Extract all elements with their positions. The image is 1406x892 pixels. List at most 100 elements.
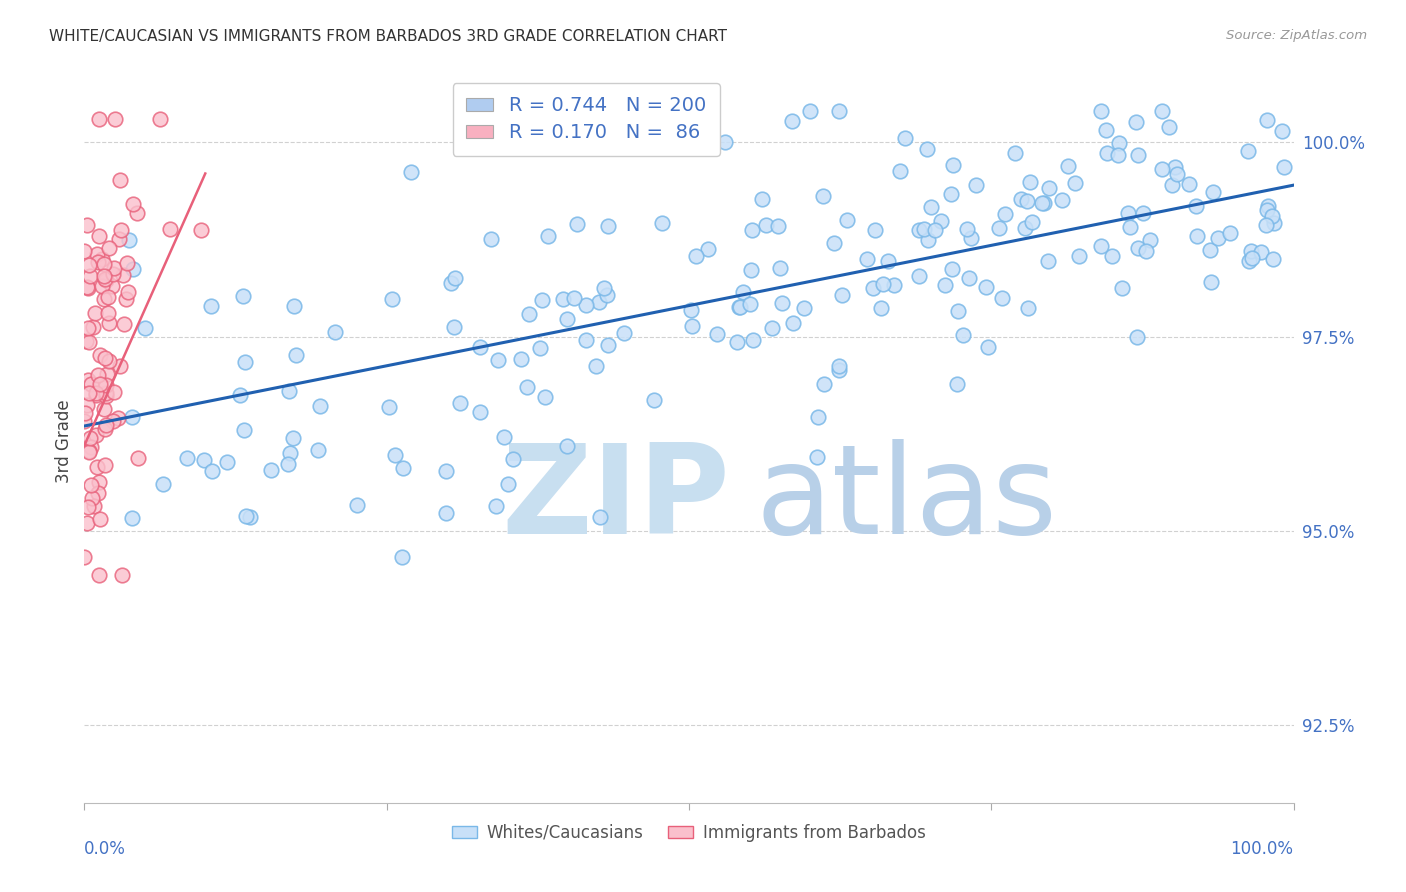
Point bbox=[87, 254, 110, 268]
Point bbox=[994, 207, 1017, 221]
Point bbox=[232, 423, 254, 437]
Point bbox=[80, 478, 103, 492]
Point bbox=[1057, 159, 1080, 173]
Point bbox=[725, 334, 748, 349]
Point bbox=[502, 451, 524, 466]
Point bbox=[533, 104, 555, 119]
Point bbox=[1031, 195, 1053, 210]
Point bbox=[1017, 301, 1039, 315]
Point bbox=[77, 444, 100, 458]
Point bbox=[575, 333, 598, 347]
Point bbox=[679, 303, 702, 318]
Point bbox=[96, 367, 118, 381]
Point bbox=[751, 192, 773, 206]
Point bbox=[381, 292, 404, 306]
Point bbox=[1095, 123, 1118, 137]
Point bbox=[813, 189, 835, 203]
Point bbox=[83, 499, 105, 513]
Point bbox=[94, 422, 117, 436]
Point bbox=[118, 234, 141, 248]
Point bbox=[870, 301, 893, 315]
Point bbox=[73, 244, 96, 259]
Point bbox=[555, 312, 578, 326]
Point bbox=[378, 400, 401, 414]
Point bbox=[91, 278, 114, 293]
Point bbox=[76, 516, 98, 530]
Point bbox=[283, 299, 305, 313]
Point bbox=[941, 261, 963, 276]
Point bbox=[235, 508, 257, 523]
Point bbox=[98, 241, 121, 255]
Point bbox=[101, 268, 124, 282]
Point bbox=[1161, 178, 1184, 192]
Point bbox=[780, 114, 803, 128]
Point bbox=[929, 214, 952, 228]
Point bbox=[823, 236, 845, 251]
Point bbox=[562, 291, 585, 305]
Point bbox=[740, 297, 762, 311]
Point bbox=[596, 219, 619, 234]
Point bbox=[77, 373, 100, 387]
Point bbox=[1126, 241, 1149, 255]
Point bbox=[908, 223, 931, 237]
Point bbox=[813, 376, 835, 391]
Point bbox=[1237, 145, 1260, 159]
Point bbox=[84, 306, 107, 320]
Point bbox=[1125, 115, 1147, 129]
Point bbox=[575, 298, 598, 312]
Point bbox=[285, 348, 308, 362]
Point bbox=[755, 218, 778, 232]
Point bbox=[190, 223, 212, 237]
Point bbox=[96, 417, 118, 432]
Point bbox=[908, 268, 931, 283]
Point bbox=[957, 270, 980, 285]
Point bbox=[1152, 162, 1174, 177]
Point bbox=[87, 368, 110, 383]
Point bbox=[1064, 176, 1087, 190]
Point bbox=[1132, 206, 1154, 220]
Point bbox=[946, 377, 969, 392]
Point bbox=[806, 450, 828, 465]
Point bbox=[108, 359, 131, 374]
Point bbox=[125, 206, 148, 220]
Point bbox=[1177, 177, 1199, 191]
Text: 0.0%: 0.0% bbox=[84, 840, 127, 858]
Point bbox=[831, 288, 853, 302]
Point bbox=[77, 443, 100, 458]
Point bbox=[681, 318, 703, 333]
Point bbox=[1164, 160, 1187, 174]
Point bbox=[98, 354, 121, 368]
Point bbox=[1261, 209, 1284, 223]
Point bbox=[1108, 136, 1130, 150]
Point bbox=[761, 321, 783, 335]
Point bbox=[827, 104, 849, 119]
Point bbox=[79, 376, 101, 391]
Point bbox=[939, 186, 962, 201]
Point bbox=[496, 477, 519, 491]
Point bbox=[434, 506, 457, 520]
Point bbox=[956, 222, 979, 236]
Point bbox=[159, 222, 181, 236]
Point bbox=[96, 273, 118, 287]
Point bbox=[94, 271, 117, 285]
Point bbox=[529, 341, 551, 355]
Point bbox=[1021, 214, 1043, 228]
Point bbox=[79, 269, 101, 284]
Point bbox=[443, 319, 465, 334]
Point bbox=[260, 463, 283, 477]
Point bbox=[960, 231, 983, 245]
Point bbox=[80, 441, 103, 455]
Point bbox=[1111, 281, 1133, 295]
Point bbox=[1237, 253, 1260, 268]
Point bbox=[877, 253, 900, 268]
Point bbox=[537, 229, 560, 244]
Point bbox=[1257, 199, 1279, 213]
Point bbox=[110, 223, 132, 237]
Point bbox=[1199, 244, 1222, 258]
Point bbox=[77, 335, 100, 350]
Point bbox=[84, 388, 107, 402]
Point bbox=[488, 353, 510, 368]
Point bbox=[1032, 196, 1054, 211]
Point bbox=[1038, 181, 1060, 195]
Point bbox=[728, 301, 751, 315]
